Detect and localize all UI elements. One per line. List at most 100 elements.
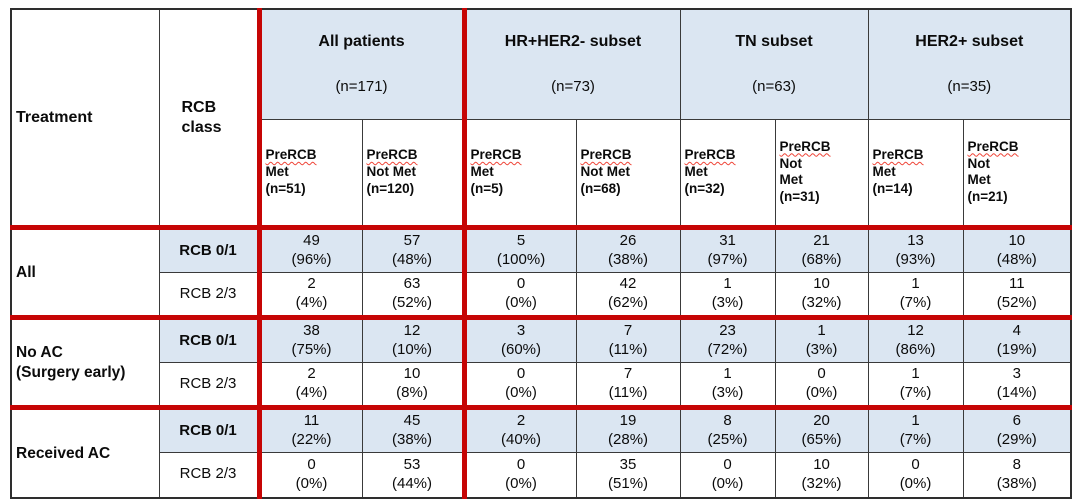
rcb-class-label: RCB 2/3	[158, 362, 262, 408]
rcb-class-label: RCB 2/3	[158, 272, 262, 318]
data-cell: 10 (32%)	[774, 272, 869, 318]
data-cell: 7 (11%)	[575, 315, 681, 363]
data-cell: 11 (52%)	[962, 272, 1072, 318]
data-cell: 63 (52%)	[361, 272, 467, 318]
subheader-detail: Not Met (n=21)	[967, 155, 1008, 205]
data-cell: 10 (48%)	[962, 225, 1072, 273]
prercb-label: PreRCB	[366, 147, 418, 163]
treatment-label-received-ac: Received AC	[10, 405, 160, 498]
group-name: HR+HER2- subset	[504, 33, 642, 50]
table-row-noac-rcb01: No AC (Surgery early) RCB 0/1 38 (75%) 1…	[10, 315, 1072, 408]
sub-header-row: PreRCB Met (n=51) PreRCB Not Met (n=120)…	[11, 118, 1072, 229]
subheader-detail: Met (n=51)	[265, 163, 306, 196]
data-cell: 1 (3%)	[679, 362, 776, 408]
data-cell: 38 (75%)	[258, 315, 363, 363]
subheader-tn-met: PreRCB Met (n=32)	[679, 118, 776, 229]
data-cell: 6 (29%)	[962, 405, 1072, 453]
data-cell: 2 (4%)	[258, 362, 363, 408]
data-cell: 1 (7%)	[867, 362, 964, 408]
group-n: (n=73)	[551, 78, 595, 95]
data-cell: 8 (38%)	[962, 452, 1072, 498]
data-cell: 1 (7%)	[867, 405, 964, 453]
group-name: All patients	[318, 33, 405, 50]
data-cell: 0 (0%)	[774, 362, 869, 408]
rcb-class-column-header: RCB class	[158, 8, 262, 228]
results-table: Treatment RCB class All patients (n=171)…	[10, 8, 1073, 499]
data-cell: 42 (62%)	[575, 272, 681, 318]
rcb-class-label: RCB 2/3	[158, 452, 262, 498]
prercb-label: PreRCB	[779, 138, 831, 154]
data-cell: 12 (10%)	[361, 315, 467, 363]
data-cell: 0 (0%)	[463, 452, 577, 498]
prercb-label: PreRCB	[872, 147, 924, 163]
treatment-column-header: Treatment	[10, 8, 160, 228]
data-cell: 20 (65%)	[774, 405, 869, 453]
data-cell: 5 (100%)	[463, 225, 577, 273]
subheader-detail: Not Met (n=68)	[580, 163, 631, 196]
treatment-label-all: All	[10, 225, 160, 318]
data-cell: 21 (68%)	[774, 225, 869, 273]
data-cell: 0 (0%)	[679, 452, 776, 498]
data-cell: 0 (0%)	[463, 362, 577, 408]
subheader-detail: Not Met (n=120)	[366, 163, 417, 196]
data-cell: 49 (96%)	[258, 225, 363, 273]
rcb-class-label: RCB 0/1	[158, 225, 262, 273]
subheader-detail: Met (n=5)	[470, 163, 504, 196]
group-name: TN subset	[735, 33, 813, 50]
data-cell: 23 (72%)	[679, 315, 776, 363]
prercb-label: PreRCB	[265, 147, 317, 163]
rcb-class-label: RCB 0/1	[158, 405, 262, 453]
data-cell: 0 (0%)	[867, 452, 964, 498]
prercb-label: PreRCB	[580, 147, 632, 163]
group-n: (n=63)	[752, 78, 796, 95]
data-cell: 3 (60%)	[463, 315, 577, 363]
group-n: (n=171)	[335, 78, 388, 95]
prercb-label: PreRCB	[967, 138, 1019, 154]
group-header-tn-subset: TN subset (n=63)	[679, 8, 869, 120]
data-cell: 53 (44%)	[361, 452, 467, 498]
subheader-detail: Met (n=14)	[872, 163, 913, 196]
table-row-all-rcb23: RCB 2/3 2 (4%) 63 (52%) 0 (0%) 42 (62%) …	[11, 272, 1072, 318]
group-name: HER2+ subset	[915, 33, 1024, 50]
data-cell: 10 (8%)	[361, 362, 467, 408]
table-row-receivedac-rcb01: Received AC RCB 0/1 11 (22%) 45 (38%) 2 …	[10, 405, 1072, 498]
data-cell: 1 (3%)	[774, 315, 869, 363]
subheader-all-not-met: PreRCB Not Met (n=120)	[361, 118, 467, 229]
group-header-hr-her2neg-subset: HR+HER2- subset (n=73)	[463, 8, 681, 120]
table-row-noac-rcb23: RCB 2/3 2 (4%) 10 (8%) 0 (0%) 7 (11%) 1 …	[11, 362, 1072, 408]
group-header-her2pos-subset: HER2+ subset (n=35)	[867, 8, 1072, 120]
data-cell: 4 (19%)	[962, 315, 1072, 363]
data-cell: 2 (4%)	[258, 272, 363, 318]
data-cell: 35 (51%)	[575, 452, 681, 498]
prercb-label: PreRCB	[684, 147, 736, 163]
rcb-class-label: RCB 0/1	[158, 315, 262, 363]
subheader-detail: Not Met (n=31)	[779, 155, 820, 205]
subheader-hr-not-met: PreRCB Not Met (n=68)	[575, 118, 681, 229]
data-cell: 1 (3%)	[679, 272, 776, 318]
data-cell: 10 (32%)	[774, 452, 869, 498]
subheader-hr-met: PreRCB Met (n=5)	[463, 118, 577, 229]
data-cell: 45 (38%)	[361, 405, 467, 453]
group-n: (n=35)	[947, 78, 992, 95]
data-cell: 31 (97%)	[679, 225, 776, 273]
group-header-all-patients: All patients (n=171)	[258, 8, 467, 120]
data-cell: 13 (93%)	[867, 225, 964, 273]
page: Treatment RCB class All patients (n=171)…	[10, 8, 1073, 499]
treatment-label-no-ac: No AC (Surgery early)	[10, 315, 160, 408]
data-cell: 0 (0%)	[463, 272, 577, 318]
data-cell: 3 (14%)	[962, 362, 1072, 408]
prercb-label: PreRCB	[470, 147, 522, 163]
data-cell: 8 (25%)	[679, 405, 776, 453]
subheader-her2-not-met: PreRCB Not Met (n=21)	[962, 118, 1072, 229]
subheader-detail: Met (n=32)	[684, 163, 725, 196]
data-cell: 19 (28%)	[575, 405, 681, 453]
subheader-all-met: PreRCB Met (n=51)	[258, 118, 363, 229]
data-cell: 12 (86%)	[867, 315, 964, 363]
data-cell: 0 (0%)	[258, 452, 363, 498]
data-cell: 26 (38%)	[575, 225, 681, 273]
data-cell: 57 (48%)	[361, 225, 467, 273]
group-header-row: Treatment RCB class All patients (n=171)…	[10, 8, 1072, 228]
data-cell: 7 (11%)	[575, 362, 681, 408]
data-cell: 11 (22%)	[258, 405, 363, 453]
data-cell: 2 (40%)	[463, 405, 577, 453]
